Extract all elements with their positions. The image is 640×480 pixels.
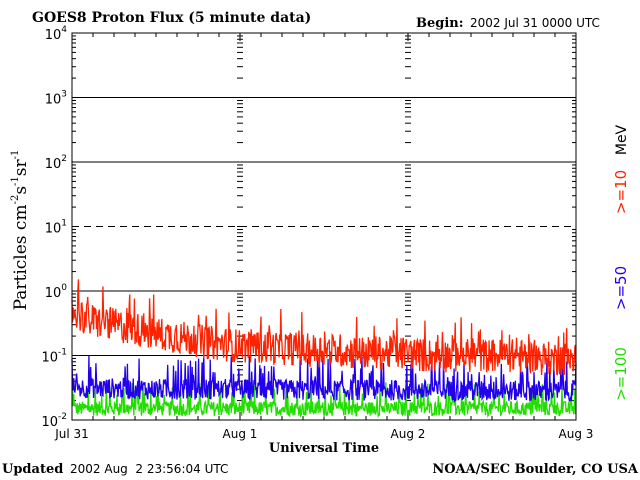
y-tick-label: 100 (45, 283, 68, 301)
y-tick-exponent: -1 (58, 348, 67, 358)
y-axis-label-sup3: -1 (10, 150, 21, 160)
legend-unit: MeV (614, 124, 630, 155)
source-credit: NOAA/SEC Boulder, CO USA (432, 462, 639, 477)
y-tick-exponent: -2 (58, 412, 67, 422)
x-tick-label: Aug 1 (223, 427, 258, 441)
y-tick-label: 102 (45, 154, 67, 172)
series-line (71, 355, 577, 403)
y-tick-exponent: 0 (61, 283, 67, 293)
updated-value: 2002 Aug 2 23:56:04 UTC (70, 462, 228, 476)
y-axis-label-base: Particles cm (11, 204, 31, 310)
x-tick-label: Aug 3 (559, 427, 594, 441)
y-tick-base: 10 (41, 351, 58, 366)
begin-label: Begin: (416, 16, 464, 31)
y-tick-label: 10-1 (41, 348, 67, 366)
y-axis-label: Particles cm-2s-1sr-1 (10, 150, 31, 311)
y-axis-label-sup2: -1 (10, 176, 21, 186)
chart-title: GOES8 Proton Flux (5 minute data) (32, 10, 311, 26)
series-1 (71, 355, 577, 403)
legend-entry-10mev: >=10 (612, 170, 630, 214)
series-layer (71, 279, 577, 419)
y-tick-exponent: 1 (61, 219, 67, 229)
series-line (71, 382, 577, 419)
y-tick-exponent: 3 (61, 90, 67, 100)
series-2 (71, 382, 577, 419)
y-tick-base: 10 (45, 222, 62, 237)
x-tick-label: Jul 31 (54, 427, 89, 441)
y-tick-label: 104 (45, 25, 68, 43)
y-tick-base: 10 (45, 93, 62, 108)
legend-entry-50mev: >=50 (612, 266, 630, 310)
y-axis-label-sup1: -2 (10, 195, 21, 205)
series-0 (71, 279, 577, 376)
y-tick-label: 10-2 (41, 412, 67, 430)
y-axis-label-mid2: sr (11, 158, 31, 176)
grid (71, 33, 577, 421)
plot-frame (71, 32, 577, 421)
x-tick-label: Aug 2 (391, 427, 426, 441)
y-tick-label: 103 (45, 90, 67, 108)
series-line (71, 279, 577, 376)
begin-value: 2002 Jul 31 0000 UTC (470, 16, 600, 30)
y-axis-label-mid1: s (11, 186, 31, 195)
y-tick-base: 10 (41, 415, 58, 430)
y-tick-exponent: 2 (61, 154, 67, 164)
svg-text:Particles cm-2s-1sr-1: Particles cm-2s-1sr-1 (10, 150, 31, 311)
y-tick-exponent: 4 (61, 25, 67, 35)
y-tick-base: 10 (45, 286, 62, 301)
x-axis-label: Universal Time (269, 441, 379, 456)
legend-entry-100mev: >=100 (612, 347, 630, 401)
x-tick-labels: Jul 31 Aug 1 Aug 2 Aug 3 (54, 427, 593, 441)
y-tick-base: 10 (45, 28, 62, 43)
updated-label: Updated (2, 462, 63, 477)
y-tick-base: 10 (45, 157, 62, 172)
y-tick-label: 101 (45, 219, 67, 237)
